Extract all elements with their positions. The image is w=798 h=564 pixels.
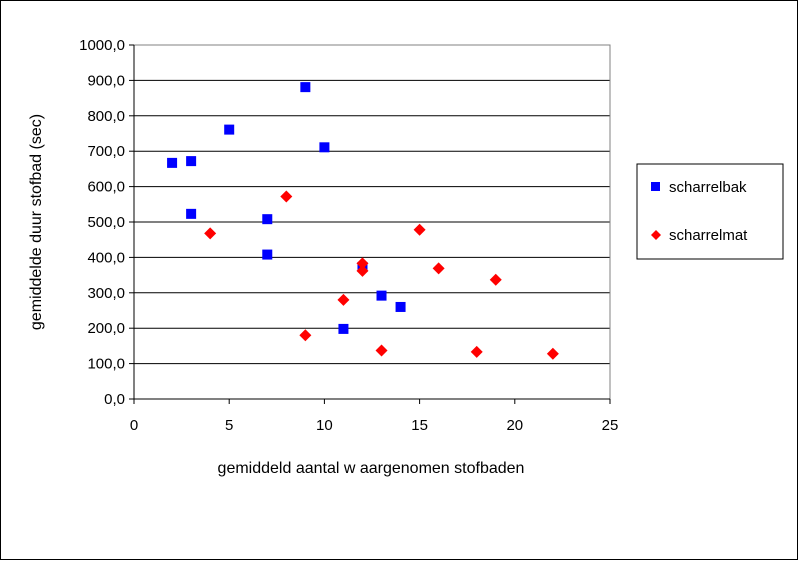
x-tick-label: 10: [316, 417, 333, 434]
data-points: [167, 82, 559, 360]
data-point-scharrelbak: [224, 124, 235, 135]
data-point-scharrelmat: [204, 227, 217, 240]
data-point-scharrelmat: [299, 329, 312, 342]
x-tick-label: 20: [506, 417, 523, 434]
data-point-scharrelbak: [186, 156, 197, 167]
x-tick-label: 15: [411, 417, 428, 434]
y-tick-label: 700,0: [87, 143, 125, 160]
gridlines: [134, 44, 610, 365]
data-point-scharrelmat: [489, 273, 502, 286]
x-axis-label: gemiddeld aantal w aargenomen stofbaden: [218, 460, 525, 477]
data-point-scharrelmat: [280, 190, 293, 203]
data-point-scharrelbak: [395, 301, 406, 312]
y-tick-label: 100,0: [87, 356, 125, 373]
x-tick-label: 5: [225, 417, 233, 434]
legend: scharrelbak scharrelmat: [636, 163, 784, 260]
y-tick-label: 800,0: [87, 108, 125, 125]
data-point-scharrelmat: [375, 344, 388, 357]
data-point-scharrelmat: [337, 293, 350, 306]
data-point-scharrelbak: [319, 142, 330, 153]
y-tick-label: 0,0: [104, 391, 125, 408]
legend-label-scharrelmat: scharrelmat: [669, 227, 748, 244]
data-point-scharrelmat: [546, 347, 559, 360]
x-tick-labels: 0 5 10 15 20 25: [130, 417, 619, 434]
data-point-scharrelbak: [186, 208, 197, 219]
data-point-scharrelmat: [356, 264, 369, 277]
data-point-scharrelmat: [432, 262, 445, 275]
y-tick-label: 600,0: [87, 179, 125, 196]
data-point-scharrelmat: [356, 257, 369, 270]
legend-marker-scharrelbak: [651, 182, 660, 191]
data-point-scharrelbak: [262, 249, 273, 260]
x-tick-label: 0: [130, 417, 138, 434]
data-point-scharrelbak: [167, 157, 178, 168]
data-point-scharrelmat: [413, 223, 426, 236]
legend-marker-scharrelmat: [651, 230, 661, 240]
y-tick-label: 1000,0: [79, 37, 125, 54]
y-tick-label: 300,0: [87, 285, 125, 302]
data-point-scharrelbak: [300, 82, 311, 93]
legend-box: [636, 163, 784, 260]
y-tick-label: 400,0: [87, 249, 125, 266]
y-tick-label: 900,0: [87, 72, 125, 89]
y-axis-label: gemiddelde duur stofbad (sec): [28, 114, 45, 330]
legend-label-scharrelbak: scharrelbak: [669, 179, 747, 196]
axes: [129, 44, 611, 404]
x-tick-label: 25: [602, 417, 619, 434]
y-tick-labels: 0,0 100,0 200,0 300,0 400,0 500,0 600,0 700,0 80…: [79, 37, 125, 408]
y-tick-label: 200,0: [87, 320, 125, 337]
data-point-scharrelbak: [376, 290, 387, 301]
data-point-scharrelmat: [470, 345, 483, 358]
y-tick-label: 500,0: [87, 214, 125, 231]
data-point-scharrelbak: [262, 214, 273, 225]
data-point-scharrelbak: [338, 323, 349, 334]
